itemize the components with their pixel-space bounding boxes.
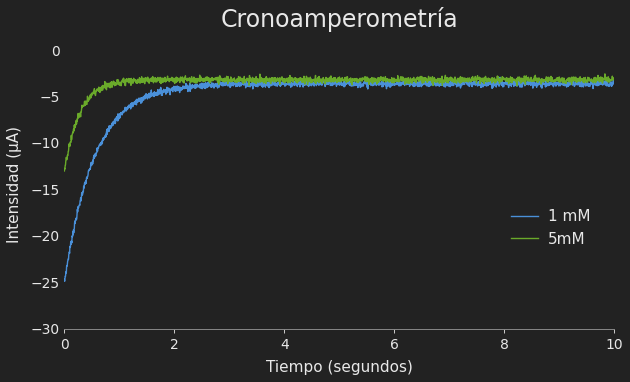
X-axis label: Tiempo (segundos): Tiempo (segundos) (266, 360, 413, 375)
1 mM (595, 81, 603, 85)
5mM (89, 92, 96, 96)
1 mM (89, 162, 96, 166)
Legend: 1 mM, 5mM: 1 mM, 5mM (511, 209, 590, 247)
5mM (595, 78, 602, 83)
1 mM (595, 83, 602, 87)
5mM (493, 74, 501, 78)
1 mM (494, 83, 501, 87)
1 mM (610, 82, 618, 86)
5mM (60, 169, 68, 173)
1 mM (496, 75, 504, 79)
5mM (328, 79, 336, 84)
5mM (601, 71, 609, 76)
5mM (610, 76, 618, 80)
5mM (594, 73, 602, 78)
Line: 5mM: 5mM (64, 74, 614, 171)
1 mM (328, 83, 336, 88)
Line: 1 mM: 1 mM (64, 77, 614, 281)
1 mM (60, 277, 68, 282)
Title: Cronoamperometría: Cronoamperometría (220, 7, 458, 32)
Y-axis label: Intensidad (μA): Intensidad (μA) (7, 126, 22, 243)
5mM (313, 78, 321, 82)
1 mM (314, 80, 321, 84)
1 mM (61, 279, 69, 283)
